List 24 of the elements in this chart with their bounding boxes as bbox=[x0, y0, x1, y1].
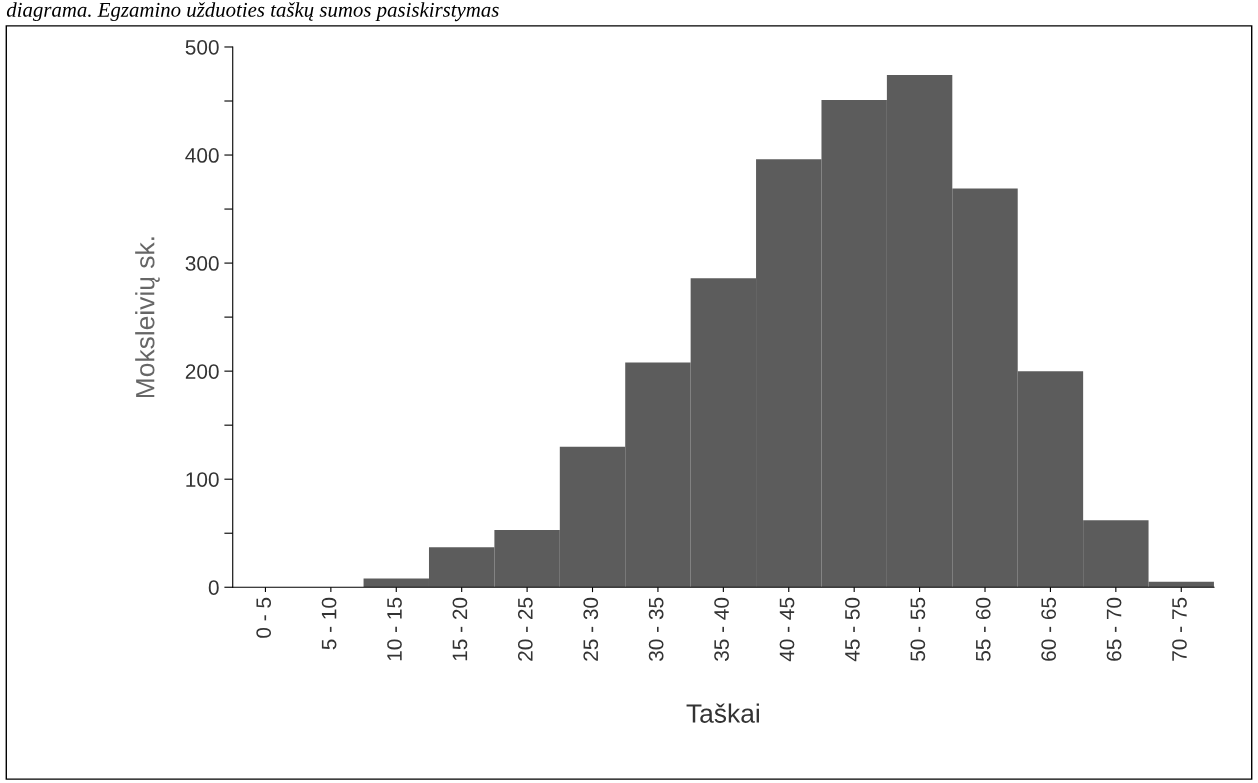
x-tick-label: 55 - 60 bbox=[975, 597, 991, 661]
x-tick-label: 15 - 20 bbox=[452, 597, 468, 661]
x-tick-label: 30 - 35 bbox=[648, 597, 664, 662]
x-tick-label: 0 - 5 bbox=[256, 597, 272, 638]
y-tick-label: 200 bbox=[185, 364, 219, 379]
x-tick-label: 60 - 65 bbox=[1041, 597, 1057, 661]
x-tick-label: 65 - 70 bbox=[1106, 597, 1122, 661]
y-tick-label: 300 bbox=[185, 256, 219, 271]
x-tick-label: 70 - 75 bbox=[1172, 597, 1187, 661]
x-tick-label: 40 - 45 bbox=[779, 597, 795, 662]
x-tick-label: 25 - 30 bbox=[583, 597, 599, 661]
x-tick-label: 50 - 55 bbox=[910, 597, 926, 661]
x-axis-title: Taškai bbox=[686, 703, 759, 723]
x-tick-label: 20 - 25 bbox=[517, 597, 533, 661]
chart-title: diagrama. Egzamino užduoties taškų sumos pasiskirstymas bbox=[6, 2, 499, 22]
x-tick-label: 45 - 50 bbox=[845, 597, 860, 662]
y-axis-title: Moksleivių sk. bbox=[135, 237, 160, 398]
x-tick-label: 5 - 10 bbox=[321, 597, 337, 650]
y-tick-label: 0 bbox=[208, 580, 219, 595]
y-tick-label: 100 bbox=[186, 472, 219, 487]
x-tick-label: 10 - 15 bbox=[387, 597, 402, 661]
y-tick-label: 400 bbox=[185, 148, 219, 163]
x-tick-label: 35 - 40 bbox=[714, 597, 729, 662]
y-tick-label: 500 bbox=[185, 39, 219, 55]
